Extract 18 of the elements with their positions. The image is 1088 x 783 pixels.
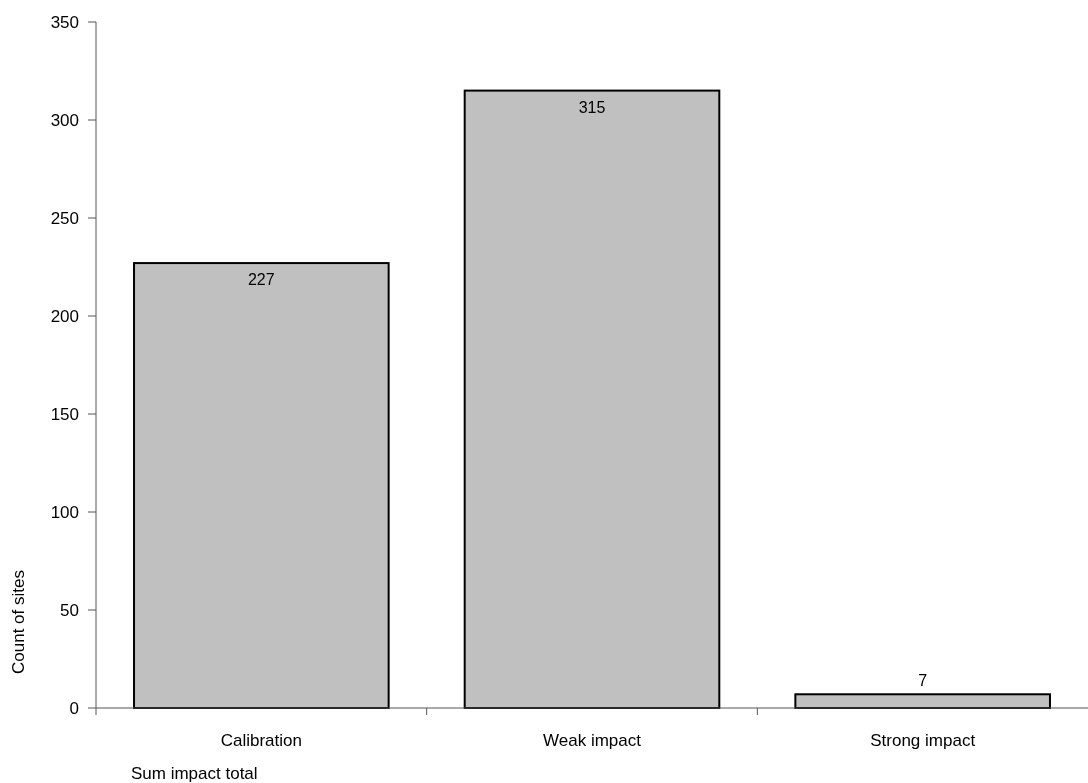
x-tick-label: Weak impact: [543, 731, 642, 750]
y-tick-label: 250: [50, 208, 79, 228]
y-tick-label: 50: [60, 600, 79, 620]
y-tick-label: 150: [50, 404, 79, 424]
bar: [463, 89, 721, 709]
data-label: 227: [247, 271, 275, 289]
data-label: 7: [918, 672, 928, 690]
y-tick-label: 100: [50, 502, 79, 522]
x-axis-title: Sum impact total: [131, 764, 258, 783]
y-axis-title: Count of sites: [9, 570, 28, 674]
x-tick-label: Strong impact: [870, 731, 976, 750]
y-tick-label: 200: [50, 306, 79, 326]
x-tick-label: Calibration: [220, 731, 302, 750]
y-tick-label: 350: [50, 12, 79, 32]
bar: [133, 262, 390, 709]
y-tick-label: 300: [50, 110, 79, 130]
data-label: 315: [578, 98, 606, 116]
y-tick-label: 0: [69, 698, 79, 718]
